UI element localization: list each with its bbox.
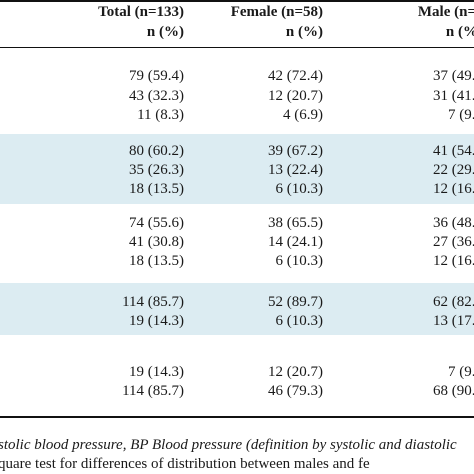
table-cell-female: 42 (72.4): [268, 68, 323, 84]
table-cell-total: 18 (13.5): [129, 253, 184, 269]
table-cell-total: 79 (59.4): [129, 68, 184, 84]
footnote-line-2: quare test for differences of distributi…: [0, 456, 370, 472]
table-cell-female: 52 (89.7): [268, 294, 323, 310]
header-total-label: Total (n=133): [98, 4, 184, 20]
table-cell-female: 6 (10.3): [275, 253, 324, 269]
table-cell-male: 27 (36.0: [433, 234, 474, 250]
table-group: [0, 345, 474, 410]
table-top-rule: [0, 0, 474, 2]
table-cell-male: 62 (82.7: [433, 294, 474, 310]
table-cell-male: 31 (41.3: [433, 88, 474, 104]
table-cell-male: 36 (48.0: [433, 215, 474, 231]
table-cell-total: 80 (60.2): [129, 143, 184, 159]
table-cell-total: 114 (85.7): [122, 383, 184, 399]
header-total-unit: n (%): [146, 24, 184, 40]
table-group: [0, 56, 474, 128]
table-cell-male: 7 (9.3: [448, 364, 474, 380]
table-cell-female: 6 (10.3): [275, 313, 324, 329]
table-group: [0, 134, 474, 204]
header-male-unit: n (%): [445, 24, 474, 40]
footnote-line-1: stolic blood pressure, BP Blood pressure…: [0, 437, 457, 453]
table-cell-female: 12 (20.7): [268, 88, 323, 104]
table-cell-female: 13 (22.4): [268, 162, 323, 178]
table-group: [0, 283, 474, 335]
table-cell-total: 19 (14.3): [129, 364, 184, 380]
table-cell-male: 13 (17.3: [433, 313, 474, 329]
table-bottom-rule: [0, 416, 474, 418]
table-cell-male: 41 (54.7: [433, 143, 474, 159]
table-cell-female: 38 (65.5): [268, 215, 323, 231]
table-cell-female: 6 (10.3): [275, 181, 324, 197]
table-cell-total: 18 (13.5): [129, 181, 184, 197]
table-cell-female: 46 (79.3): [268, 383, 323, 399]
table-cell-total: 11 (8.3): [137, 107, 184, 123]
table-cell-female: 39 (67.2): [268, 143, 323, 159]
table-cell-female: 14 (24.1): [268, 234, 323, 250]
table-cell-total: 114 (85.7): [122, 294, 184, 310]
header-female-label: Female (n=58): [230, 4, 323, 20]
table-cell-female: 4 (6.9): [283, 107, 323, 123]
table-cell-male: 68 (90.7: [433, 383, 474, 399]
table-cell-total: 19 (14.3): [129, 313, 184, 329]
table-cell-male: 12 (16.0: [433, 181, 474, 197]
header-male-label: Male (n=: [417, 4, 474, 20]
table-cell-total: 41 (30.8): [129, 234, 184, 250]
table-cell-male: 12 (16.0: [433, 253, 474, 269]
header-female-unit: n (%): [285, 24, 323, 40]
table-cell-male: 37 (49.3: [433, 68, 474, 84]
table-group: [0, 208, 474, 274]
table-cell-male: 7 (9.3: [448, 107, 474, 123]
table-cell-female: 12 (20.7): [268, 364, 323, 380]
table-cell-total: 43 (32.3): [129, 88, 184, 104]
table-cell-total: 35 (26.3): [129, 162, 184, 178]
table-cell-total: 74 (55.6): [129, 215, 184, 231]
header-bottom-rule: [0, 47, 474, 48]
table-cell-male: 22 (29.3: [433, 162, 474, 178]
